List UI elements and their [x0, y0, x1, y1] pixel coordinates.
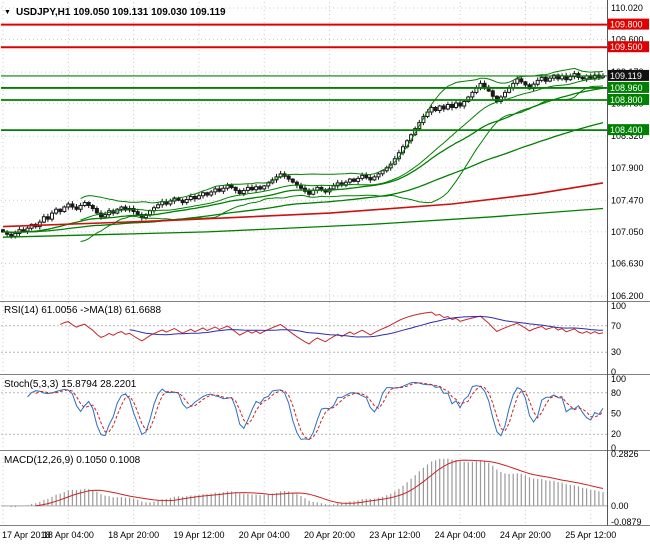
chart-dropdown-icon[interactable]: ▼: [4, 9, 11, 16]
ema-fast-line: [2, 87, 604, 234]
stoch-tick-label: 0: [611, 443, 616, 453]
candles: [1, 70, 605, 239]
stochastic-main-line: [27, 381, 604, 441]
bullish-candle-bodies: [13, 73, 605, 237]
time-axis-label: 19 Apr 12:00: [173, 530, 224, 540]
rsi-tick-label: 100: [611, 301, 626, 311]
axis-labels: 110.020109.600109.170108.750108.320107.9…: [2, 3, 649, 540]
time-axis-label: 17 Apr 2018: [2, 530, 51, 540]
price-tick-label: 109.600: [611, 35, 644, 45]
stochastic-signal-line: [35, 382, 604, 440]
macd-pane-label: MACD(12,26,9) 0.1050 0.1008: [4, 455, 141, 466]
time-axis-label: 24 Apr 20:00: [500, 530, 551, 540]
stoch-pane-label: Stoch(5,3,3) 15.8794 28.2201: [4, 379, 137, 390]
price-level-box: [608, 69, 649, 81]
price-tick-label: 106.630: [611, 259, 644, 269]
price-level-label: 109.500: [610, 42, 643, 52]
price-level-box: [608, 41, 649, 53]
rsi-line: [59, 311, 604, 345]
price-level-box: [608, 93, 649, 105]
price-level-label: 109.119: [610, 71, 642, 81]
stoch-tick-label: 50: [611, 409, 621, 419]
time-axis-label: 24 Apr 04:00: [435, 530, 486, 540]
rsi-tick-label: 70: [611, 321, 621, 331]
stoch-tick-label: 20: [611, 429, 621, 439]
macd-tick-label: 0.2826: [611, 449, 639, 459]
indicator-panes: [6, 311, 604, 508]
macd-tick-label: 0.00: [611, 501, 629, 511]
time-axis-label: 18 Apr 04:00: [43, 530, 94, 540]
time-axis-label: 18 Apr 20:00: [108, 530, 159, 540]
price-level-lines: [1, 23, 607, 132]
price-level-box: [608, 81, 649, 93]
price-level-label: 108.800: [610, 95, 643, 105]
price-level-box: [608, 124, 649, 136]
symbol-ohlc-title: USDJPY,H1 109.050 109.131 109.030 109.11…: [16, 7, 226, 18]
price-level-label: 108.960: [610, 83, 643, 93]
slow-ma-line: [2, 207, 604, 238]
grid-lines: [0, 0, 650, 526]
ema-slow-line: [2, 121, 604, 233]
time-axis-label: 25 Apr 12:00: [565, 530, 616, 540]
price-tick-label: 110.020: [611, 3, 643, 13]
macd-histogram: [6, 458, 604, 508]
price-level-box: [608, 18, 649, 30]
price-tick-label: 108.320: [611, 131, 644, 141]
candle-wicks: [2, 70, 604, 239]
indicator-overlays: [2, 67, 604, 242]
price-level-label: 109.800: [610, 20, 643, 30]
price-tick-label: 107.900: [611, 163, 644, 173]
rsi-tick-label: 30: [611, 347, 621, 357]
rsi-ma-line: [129, 315, 604, 338]
bollinger-middle-line: [80, 78, 604, 221]
time-axis-label: 23 Apr 12:00: [369, 530, 420, 540]
rsi-pane-label: RSI(14) 61.0056 ->MA(18) 61.6688: [4, 305, 161, 316]
bollinger-upper-line: [80, 67, 604, 204]
macd-signal-line: [35, 459, 604, 507]
price-level-label: 108.400: [610, 125, 643, 135]
stoch-tick-label: 100: [611, 374, 626, 384]
stoch-tick-label: 80: [611, 388, 621, 398]
macd-tick-label: -0.0879: [611, 517, 642, 527]
price-tick-label: 107.050: [611, 227, 644, 237]
rsi-tick-label: 0: [611, 367, 616, 377]
trend-line-red: [2, 182, 604, 228]
time-axis-label: 20 Apr 04:00: [239, 530, 290, 540]
chart-titles: ▼ USDJPY,H1 109.050 109.131 109.030 109.…: [4, 7, 226, 466]
time-axis-label: 20 Apr 20:00: [304, 530, 355, 540]
price-tick-label: 107.470: [611, 195, 644, 205]
price-tick-label: 106.200: [611, 291, 644, 301]
